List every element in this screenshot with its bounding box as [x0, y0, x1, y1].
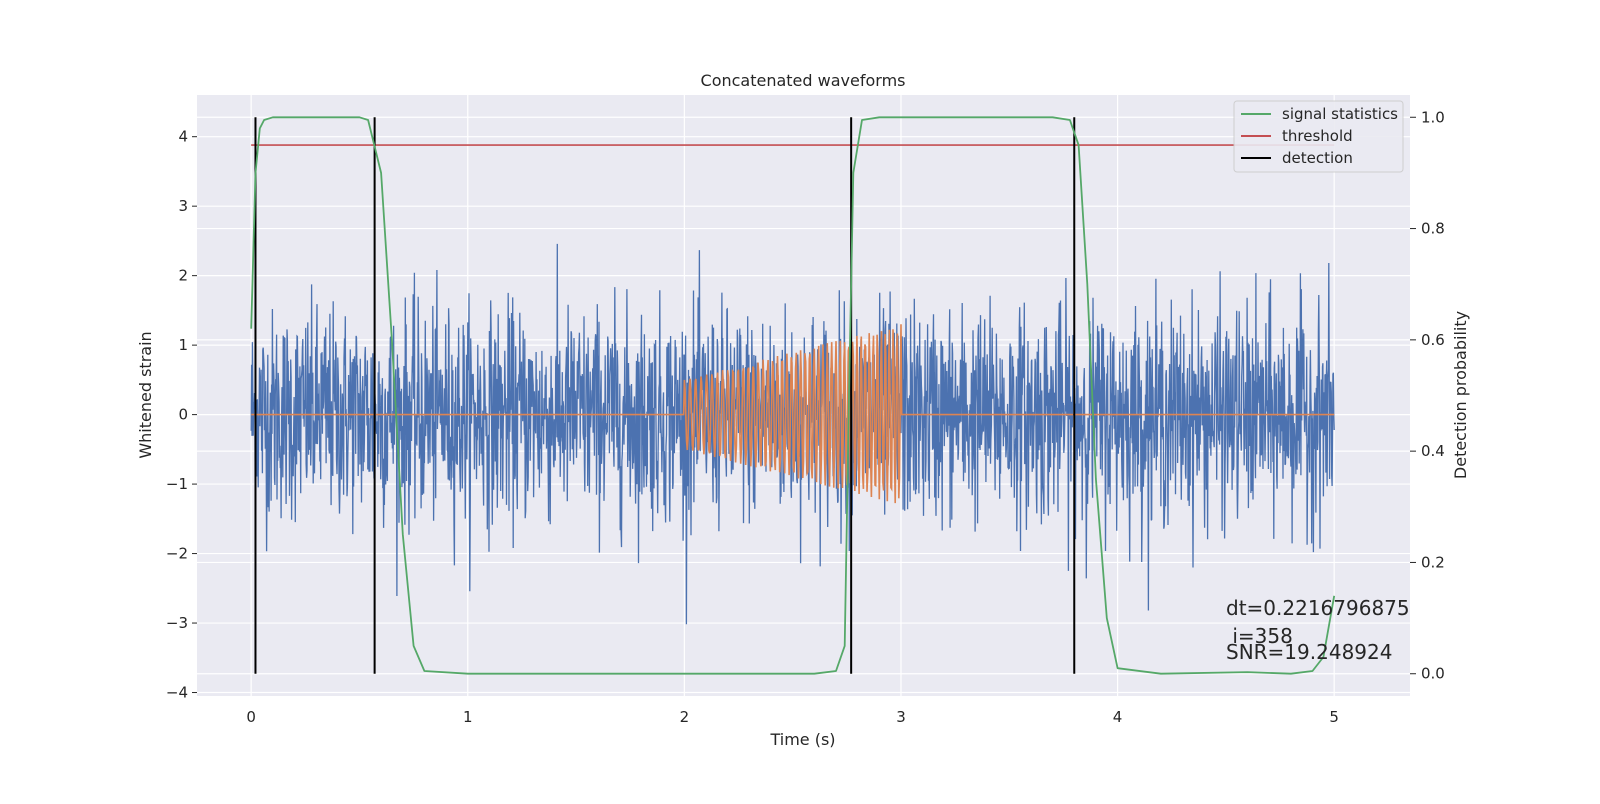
x-tick-label: 1 — [463, 708, 473, 726]
y-tick-label-left: −2 — [166, 545, 188, 563]
axis-ticks: 0 1 2 3 4 5 −4 −3 −2 −1 0 1 2 3 4 0.0 0.2 0.4 0.6 0.8 1.0 — [166, 108, 1445, 726]
y-axis-label-left: Whitened strain — [136, 331, 155, 458]
x-tick-label: 3 — [896, 708, 906, 726]
legend-label-threshold: threshold — [1282, 127, 1353, 145]
y-tick-label-right: 0.0 — [1421, 665, 1445, 683]
annotation: dt=0.2216796875 i=358 SNR=19.248924 — [1226, 596, 1410, 664]
y-axis-label-right: Detection probability — [1451, 311, 1470, 479]
x-tick-label: 5 — [1329, 708, 1339, 726]
y-tick-label-right: 0.8 — [1421, 220, 1445, 238]
signal-statistics-line — [250, 116, 1336, 675]
x-axis-label: Time (s) — [769, 730, 835, 749]
x-tick-label: 4 — [1113, 708, 1123, 726]
y-tick-label-left: 4 — [178, 128, 188, 146]
y-tick-label-left: 0 — [178, 406, 188, 424]
plot-area — [250, 116, 1336, 675]
y-tick-label-right: 0.6 — [1421, 331, 1445, 349]
annotation-index: i=358 — [1226, 624, 1293, 648]
legend: signal statistics threshold detection — [1233, 100, 1404, 173]
x-tick-label: 0 — [246, 708, 256, 726]
legend-label-detection: detection — [1282, 149, 1353, 167]
annotation-dt: dt=0.2216796875 — [1226, 596, 1410, 620]
y-tick-label-left: −4 — [166, 684, 188, 702]
legend-label-signal-statistics: signal statistics — [1282, 105, 1398, 123]
injected-waveform-line — [251, 324, 1335, 504]
y-tick-label-left: 3 — [178, 197, 188, 215]
chart-title: Concatenated waveforms — [701, 71, 906, 90]
y-tick-label-left: −1 — [166, 475, 188, 493]
legend-box — [1233, 100, 1404, 173]
y-tick-label-right: 0.2 — [1421, 553, 1445, 571]
x-tick-label: 2 — [680, 708, 690, 726]
y-tick-label-left: −3 — [166, 614, 188, 632]
y-tick-label-left: 2 — [178, 267, 188, 285]
annotation-snr: SNR=19.248924 — [1226, 640, 1392, 664]
y-tick-label-right: 0.4 — [1421, 442, 1445, 460]
y-tick-label-right: 1.0 — [1421, 108, 1445, 126]
y-tick-label-left: 1 — [178, 336, 188, 354]
